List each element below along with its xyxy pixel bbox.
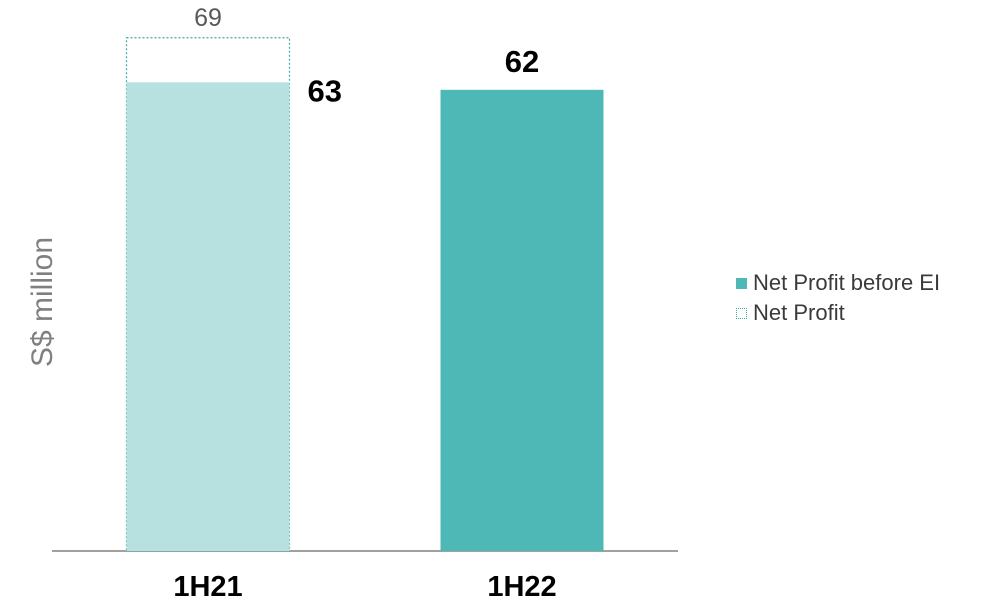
legend: Net Profit before EI Net Profit	[736, 268, 940, 328]
legend-label: Net Profit	[753, 300, 845, 325]
legend-item-net-profit-before-ei: Net Profit before EI	[736, 268, 940, 298]
bar-net-profit-before-ei-1H22	[440, 89, 604, 552]
legend-swatch-solid	[736, 277, 747, 289]
data-label-net-profit: 69	[194, 4, 222, 32]
x-tick-label: 1H22	[487, 571, 556, 603]
data-label-net-profit-before-ei: 62	[505, 44, 539, 79]
x-tick-label: 1H21	[173, 571, 242, 603]
legend-swatch-dotted	[736, 307, 747, 319]
legend-label: Net Profit before EI	[753, 270, 941, 295]
data-label-net-profit-before-ei: 63	[308, 73, 342, 108]
legend-item-net-profit: Net Profit	[736, 298, 940, 328]
y-axis-label: S$ million	[26, 237, 59, 367]
bar-net-profit-before-ei-1H21	[126, 82, 290, 552]
